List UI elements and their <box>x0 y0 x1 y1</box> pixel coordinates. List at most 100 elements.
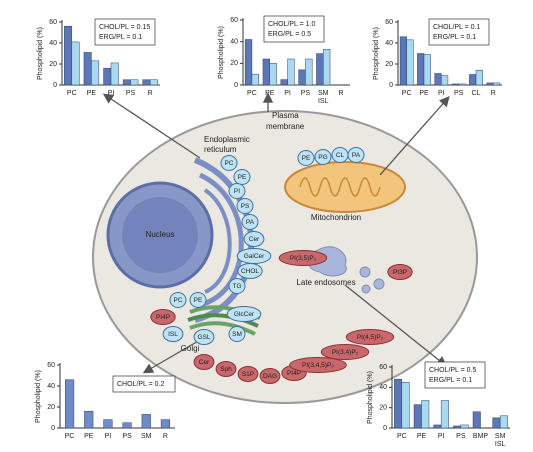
annotation-box <box>428 18 490 46</box>
x-tick-label: PS <box>126 90 136 97</box>
lipid-bubble <box>243 231 265 247</box>
x-tick-label: PE <box>265 90 275 97</box>
lipid-bubble <box>193 354 215 370</box>
y-tick-label: 60 <box>49 19 57 26</box>
lipid-label: DAG <box>263 373 277 380</box>
bar <box>287 58 295 86</box>
pm-label: Plasma <box>272 111 299 120</box>
lipid-bubble <box>314 149 332 165</box>
lipid-label: PC <box>224 160 233 167</box>
annotation: CHOL/PL = 0.5 <box>429 367 477 374</box>
x-tick-label: PS <box>122 433 132 440</box>
lipid-bubble <box>228 183 246 199</box>
bar <box>110 62 119 86</box>
lipid-bubble <box>228 278 246 294</box>
lipid-bubble <box>289 357 347 373</box>
bar <box>269 63 277 86</box>
annotation-box <box>112 375 176 393</box>
lipid-bubble <box>236 198 254 214</box>
bar <box>280 79 288 86</box>
lipid-label: ISL <box>168 331 178 338</box>
bar <box>244 39 253 86</box>
bar <box>251 73 259 86</box>
bar <box>441 75 449 86</box>
vesicle <box>361 284 371 294</box>
bar <box>493 82 501 86</box>
bar <box>298 69 306 86</box>
annotation: ERG/PL = 0.1 <box>429 377 472 384</box>
bar <box>413 404 422 429</box>
x-tick-label: BMP <box>473 433 489 440</box>
nucleolus <box>122 197 198 273</box>
bar <box>160 419 170 429</box>
lipid-bubble <box>220 155 238 171</box>
lipid-bubble <box>226 306 262 322</box>
arrow <box>344 284 448 367</box>
bar <box>486 82 494 86</box>
lipid-bubble <box>189 292 207 308</box>
lipid-label: PI(3,5)P₂ <box>290 255 317 262</box>
bar <box>475 70 483 86</box>
lipid-bubble <box>241 214 259 230</box>
lipid-bubble <box>169 292 187 308</box>
y-axis-label: Phospholipid (%) <box>373 27 380 80</box>
lipid-label: S1P <box>242 371 254 378</box>
bar <box>262 58 270 86</box>
lipid-bubble <box>162 326 184 342</box>
lipid-label: PI <box>234 188 240 195</box>
lipid-label: CHOL <box>241 268 259 275</box>
x-tick-label: SM <box>141 433 152 440</box>
annotation-box <box>424 361 486 389</box>
bar <box>458 83 466 86</box>
annotation: CHOL/PL = 1.0 <box>268 21 316 28</box>
bar <box>316 53 324 86</box>
y-axis-label: Phospholipid (%) <box>35 370 42 423</box>
y-tick-label: 0 <box>53 82 57 89</box>
x-tick-label: PE <box>417 433 427 440</box>
lipid-label: PI4P <box>287 370 301 377</box>
lipid-bubble <box>297 150 315 166</box>
y-tick-label: 60 <box>230 17 238 24</box>
bar <box>394 378 403 429</box>
lipid-bubble <box>387 264 413 280</box>
lipid-label: GlcCer <box>234 311 255 318</box>
y-axis-label: Phospholipid (%) <box>218 26 225 79</box>
x-tick-label: SM <box>318 90 329 97</box>
bar <box>84 410 94 429</box>
bar <box>103 67 112 86</box>
x-tick-label: R <box>491 90 496 97</box>
x-tick-label: PS <box>301 90 311 97</box>
x-tick-label: PI <box>284 90 291 97</box>
er-label: Endoplasmic <box>204 135 250 144</box>
lipid-bubble <box>237 366 259 382</box>
lipid-bubble <box>320 344 370 360</box>
bar <box>64 25 73 86</box>
bar <box>71 41 80 86</box>
vesicle <box>359 266 371 278</box>
annotation: ERG/PL = 0.1 <box>99 34 142 41</box>
bar <box>469 74 477 86</box>
bar <box>142 79 151 86</box>
pm-label: membrane <box>266 122 305 131</box>
x-tick-sublabel: ISL <box>495 441 506 448</box>
lipid-label: PE <box>302 155 311 162</box>
x-tick-label: PS <box>454 90 464 97</box>
bar <box>451 83 459 86</box>
lipid-label: PI4P <box>156 314 170 321</box>
y-tick-label: 40 <box>49 40 57 47</box>
y-tick-label: 0 <box>51 425 55 432</box>
arrow <box>379 96 450 176</box>
x-tick-label: R <box>339 90 344 97</box>
y-tick-label: 20 <box>379 405 387 412</box>
bar <box>130 79 139 86</box>
lipid-label: PG <box>318 154 327 161</box>
bar <box>122 422 132 429</box>
bar <box>83 52 92 86</box>
y-tick-label: 0 <box>389 82 393 89</box>
golgi-cisterna <box>187 313 259 328</box>
y-tick-label: 20 <box>230 60 238 67</box>
bar <box>460 424 469 429</box>
y-tick-label: 20 <box>47 404 55 411</box>
lipid-label: GSL <box>197 334 210 341</box>
er-label: reticulum <box>204 145 237 154</box>
